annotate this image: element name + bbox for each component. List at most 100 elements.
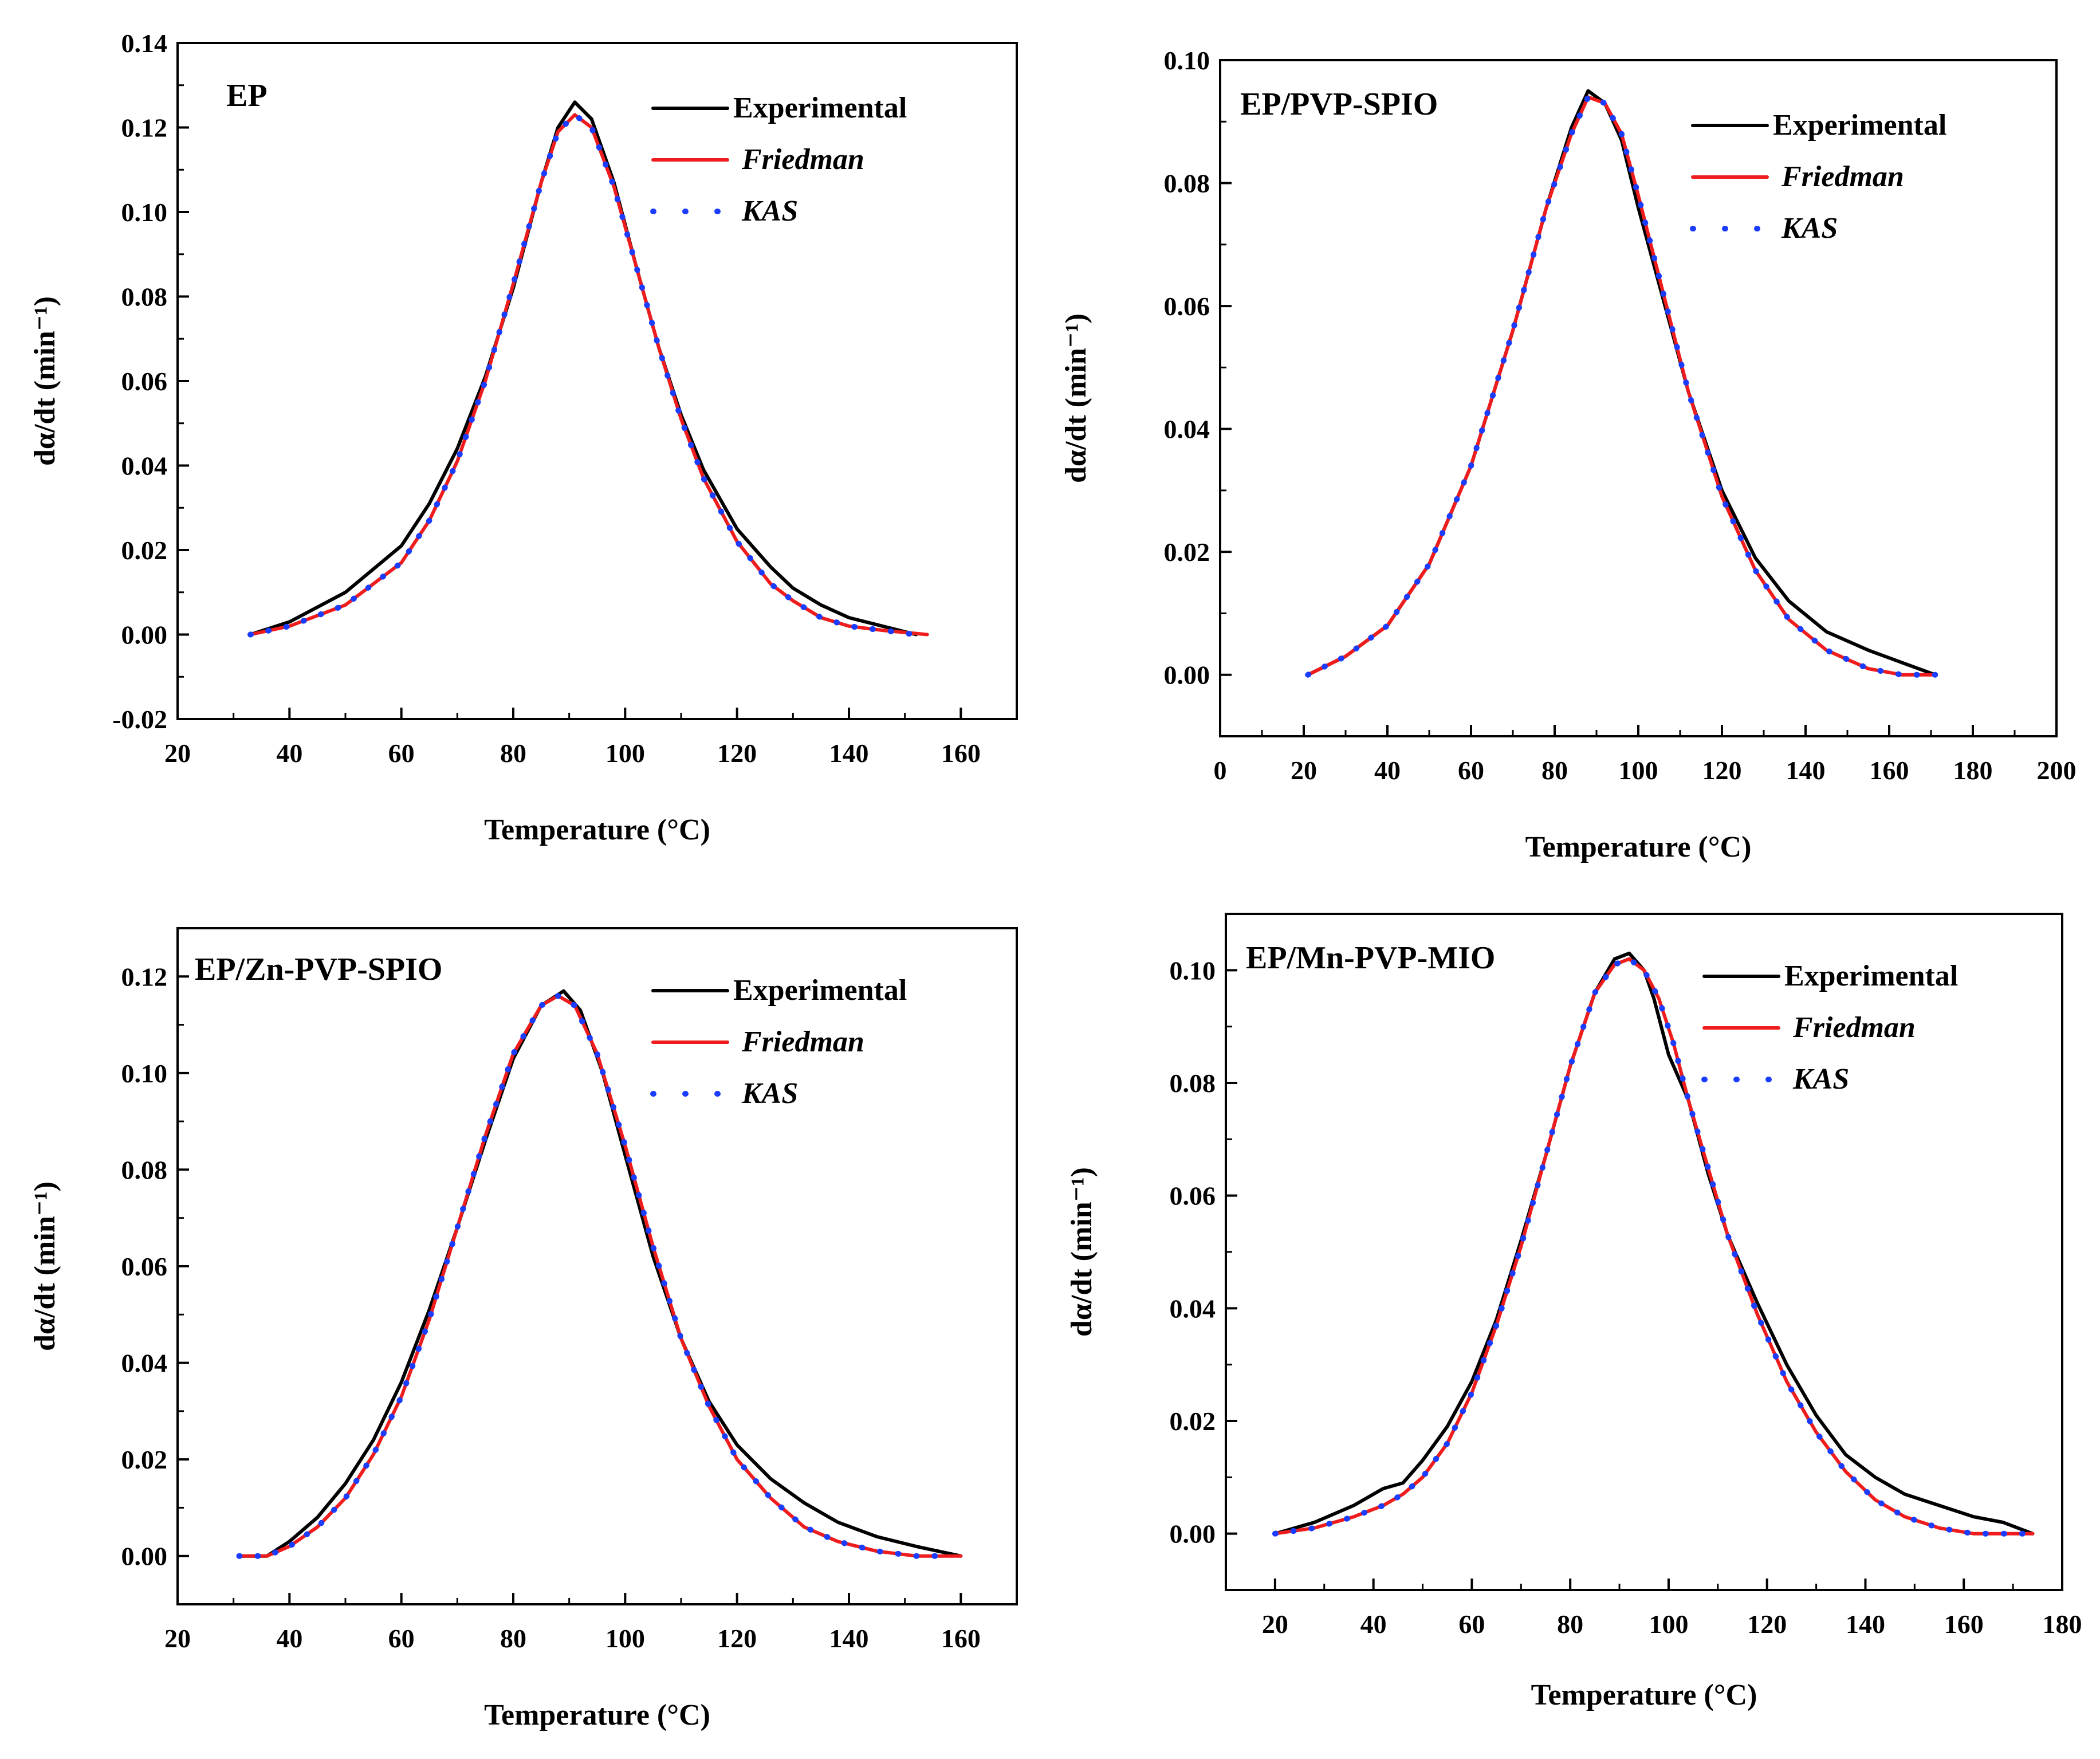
y-tick-label: 0.08 bbox=[121, 282, 168, 312]
x-tick-label: 120 bbox=[717, 1624, 757, 1653]
x-tick-label: 160 bbox=[941, 739, 981, 768]
chart-panel-2: 0 20 40 60 80 100 120 140 160 180 200 0.00 0.02 0.04 0… bbox=[1060, 46, 2077, 863]
chart-panel-3: 20 40 60 80 100 120 140 160 0.00 0.02 0.04 0.06 0.08… bbox=[29, 927, 1018, 1731]
panel-title: EP/Mn-PVP-MIO bbox=[1246, 940, 1495, 976]
plot-frame bbox=[1219, 59, 2058, 737]
legend-label-friedman: Friedman bbox=[1792, 1011, 1916, 1044]
series-line-experimental bbox=[1273, 951, 2035, 1536]
plot-frame bbox=[176, 927, 1018, 1605]
legend-label-kas: KAS bbox=[741, 1077, 798, 1110]
x-tick-label: 100 bbox=[605, 1624, 645, 1653]
x-tick-label: 180 bbox=[1953, 756, 1993, 785]
y-tick-label: 0.00 bbox=[121, 621, 168, 650]
x-tick-label: 40 bbox=[1374, 756, 1401, 785]
y-tick-label: 0.12 bbox=[121, 962, 168, 991]
x-tick-label: 100 bbox=[605, 739, 645, 768]
y-axis-title: dα/dt (min⁻¹) bbox=[1060, 313, 1092, 483]
y-tick-label: 0.14 bbox=[121, 29, 168, 58]
x-tick-label: 80 bbox=[1557, 1609, 1583, 1639]
series-line-friedman bbox=[237, 994, 963, 1558]
x-tick-label: 120 bbox=[717, 739, 757, 768]
y-tick-label: 0.08 bbox=[1164, 169, 1210, 198]
x-tick-label: 20 bbox=[164, 739, 191, 768]
y-tick-label: 0.00 bbox=[121, 1542, 168, 1571]
plot-frame bbox=[1225, 913, 2063, 1591]
x-tick-label: 160 bbox=[941, 1624, 981, 1653]
legend-label-experimental: Experimental bbox=[733, 974, 907, 1007]
y-tick-label: 0.04 bbox=[121, 451, 168, 481]
legend-label-friedman: Friedman bbox=[1781, 160, 1904, 193]
legend-label-friedman: Friedman bbox=[741, 1026, 864, 1058]
x-tick-label: 80 bbox=[500, 739, 526, 768]
x-tick-label: 60 bbox=[388, 1624, 415, 1653]
x-tick-label: 0 bbox=[1214, 756, 1227, 785]
x-tick-label: 80 bbox=[500, 1624, 526, 1653]
y-tick-label: 0.02 bbox=[1170, 1407, 1216, 1436]
y-tick-label: 0.10 bbox=[1164, 46, 1210, 75]
y-tick-label: 0.06 bbox=[121, 1252, 168, 1281]
x-axis-title: Temperature (°C) bbox=[1525, 831, 1752, 863]
series-line-friedman bbox=[1273, 957, 2035, 1536]
legend: Experimental Friedman KAS bbox=[650, 974, 907, 1110]
legend-label-kas: KAS bbox=[1792, 1063, 1849, 1096]
x-tick-label: 20 bbox=[1262, 1609, 1288, 1639]
chart-panel-1: 20 40 60 80 100 120 140 160 -0.02 0.00 0.02 0.04 0.0… bbox=[29, 29, 1018, 846]
y-tick-label: 0.06 bbox=[1170, 1181, 1216, 1211]
legend-label-kas: KAS bbox=[1781, 212, 1838, 245]
x-tick-label: 100 bbox=[1619, 756, 1658, 785]
y-tick-label: 0.04 bbox=[1170, 1294, 1216, 1323]
y-tick-label: 0.10 bbox=[121, 1059, 168, 1088]
series-line-experimental bbox=[249, 100, 918, 637]
legend-label-experimental: Experimental bbox=[1784, 960, 1958, 992]
legend-label-friedman: Friedman bbox=[741, 143, 864, 176]
x-tick-label: 120 bbox=[1747, 1609, 1787, 1639]
y-tick-label: 0.02 bbox=[121, 1445, 168, 1474]
x-tick-label: 20 bbox=[1291, 756, 1317, 785]
y-axis-title: dα/dt (min⁻¹) bbox=[29, 1181, 61, 1351]
series-line-friedman bbox=[249, 113, 929, 637]
x-tick-label: 160 bbox=[1944, 1609, 1984, 1639]
x-tick-label: 140 bbox=[829, 739, 869, 768]
y-tick-label: 0.10 bbox=[1170, 956, 1216, 985]
x-axis-title: Temperature (°C) bbox=[484, 814, 710, 846]
x-tick-label: 40 bbox=[276, 739, 302, 768]
y-tick-label: 0.00 bbox=[1170, 1520, 1216, 1549]
y-tick-label: 0.10 bbox=[121, 198, 168, 227]
chart-panel-4: 20 40 60 80 100 120 140 160 180 0.00 0.02 0.04 0.06 0… bbox=[1065, 913, 2082, 1711]
x-tick-label: 100 bbox=[1649, 1609, 1688, 1639]
legend-label-kas: KAS bbox=[741, 195, 798, 227]
y-tick-label: 0.06 bbox=[121, 367, 168, 396]
y-tick-label: 0.02 bbox=[121, 536, 168, 565]
legend-label-experimental: Experimental bbox=[1773, 109, 1946, 142]
x-tick-label: 120 bbox=[1702, 756, 1742, 785]
x-axis-title: Temperature (°C) bbox=[1531, 1679, 1757, 1711]
x-tick-label: 20 bbox=[164, 1624, 191, 1653]
x-tick-label: 160 bbox=[1870, 756, 1909, 785]
panel-title: EP/Zn-PVP-SPIO bbox=[195, 952, 442, 987]
x-tick-label: 60 bbox=[1458, 756, 1484, 785]
series-line-kas bbox=[1272, 956, 2026, 1537]
panel-title: EP bbox=[226, 78, 268, 113]
x-tick-label: 60 bbox=[1458, 1609, 1485, 1639]
x-tick-label: 80 bbox=[1541, 756, 1568, 785]
series-line-experimental bbox=[237, 989, 963, 1558]
legend: Experimental Friedman KAS bbox=[1690, 109, 1946, 245]
x-tick-label: 40 bbox=[276, 1624, 302, 1653]
x-tick-label: 140 bbox=[1846, 1609, 1885, 1639]
legend-label-experimental: Experimental bbox=[733, 92, 907, 124]
series-line-kas bbox=[236, 993, 953, 1559]
x-tick-label: 40 bbox=[1360, 1609, 1387, 1639]
x-tick-label: 140 bbox=[829, 1624, 869, 1653]
series-line-kas bbox=[1305, 94, 1938, 678]
y-tick-label: 0.00 bbox=[1164, 661, 1210, 690]
y-tick-label: 0.12 bbox=[121, 113, 168, 143]
x-tick-label: 180 bbox=[2043, 1609, 2082, 1639]
panel-title: EP/PVP-SPIO bbox=[1240, 87, 1438, 122]
y-axis-title: dα/dt (min⁻¹) bbox=[29, 296, 61, 466]
x-tick-label: 140 bbox=[1786, 756, 1826, 785]
y-tick-label: 0.06 bbox=[1164, 292, 1210, 321]
legend: Experimental Friedman KAS bbox=[650, 92, 907, 227]
x-tick-label: 60 bbox=[388, 739, 415, 768]
y-tick-label: 0.04 bbox=[1164, 415, 1210, 444]
